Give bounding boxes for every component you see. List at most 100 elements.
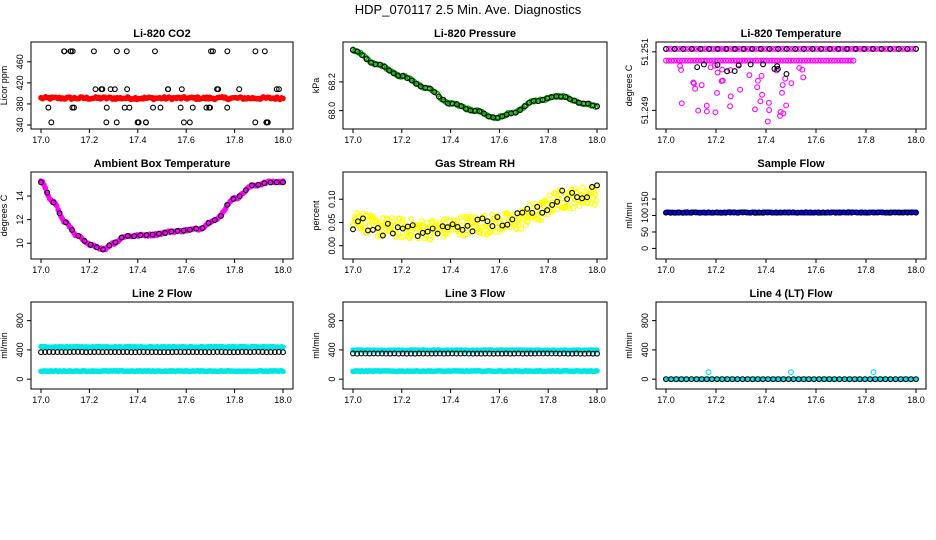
plot-frame — [30, 171, 294, 260]
data-point — [247, 349, 254, 356]
data-point — [896, 209, 903, 216]
x-tick-label: 17.6 — [491, 135, 509, 145]
x-tick-label: 18.0 — [274, 395, 292, 405]
chart-panel: Line 2 Flow ml/min 17.0 17.2 17.4 17.6 17.8 18.… — [0, 288, 294, 405]
data-point — [678, 100, 685, 107]
data-point — [803, 45, 810, 52]
y-tick-label: 50 — [640, 227, 650, 237]
x-tick-label: 17.6 — [807, 265, 825, 275]
data-point — [558, 195, 565, 202]
data-point — [209, 48, 216, 55]
data-point — [264, 119, 271, 126]
x-tick-label: 17.8 — [857, 395, 875, 405]
data-point — [709, 57, 716, 64]
data-point — [752, 209, 758, 216]
data-point — [415, 235, 421, 242]
data-point — [746, 72, 753, 79]
data-point — [149, 231, 156, 238]
data-point — [720, 57, 727, 64]
data-point — [374, 350, 381, 357]
data-point — [828, 209, 835, 216]
data-point — [399, 225, 406, 232]
data-point — [424, 228, 431, 235]
y-tick-label: 68.2 — [327, 73, 337, 91]
data-point — [781, 45, 787, 52]
data-point — [910, 45, 917, 52]
data-point — [857, 209, 864, 216]
data-point — [692, 85, 699, 92]
data-point — [198, 349, 204, 356]
data-point — [128, 349, 135, 356]
x-tick-label: 17.6 — [491, 265, 509, 275]
data-point — [90, 48, 97, 55]
data-point — [687, 57, 694, 64]
data-point — [836, 57, 843, 64]
y-tick-label: 420 — [15, 75, 25, 90]
data-point — [418, 217, 425, 224]
data-point — [408, 77, 415, 84]
data-point — [113, 119, 120, 126]
data-point — [474, 350, 481, 357]
data-point — [783, 45, 790, 52]
data-point — [87, 349, 94, 355]
y-axis-label: ml/min — [0, 332, 9, 359]
data-point — [739, 209, 746, 216]
data-point — [358, 350, 365, 357]
data-point — [263, 349, 270, 356]
data-point — [755, 45, 762, 52]
data-point — [524, 218, 531, 225]
data-point — [230, 349, 237, 356]
data-point — [408, 216, 415, 223]
data-series-black — [38, 179, 286, 253]
data-point — [217, 212, 224, 219]
data-point — [740, 45, 747, 52]
data-point — [48, 119, 55, 126]
data-point — [781, 209, 788, 216]
data-point — [723, 45, 730, 52]
data-point — [79, 349, 85, 355]
data-point — [757, 98, 764, 105]
data-point — [826, 57, 832, 64]
data-series-red — [38, 94, 286, 103]
y-tick-label: 460 — [15, 54, 25, 69]
plot-frame — [30, 301, 294, 390]
x-tick-label: 17.4 — [757, 265, 775, 275]
data-point — [152, 349, 159, 356]
data-point — [771, 57, 778, 64]
data-point — [390, 70, 397, 77]
x-tick-label: 17.4 — [129, 265, 147, 275]
data-point — [61, 48, 68, 55]
chart-title: Li-820 Temperature — [741, 28, 842, 40]
data-point — [365, 218, 372, 225]
data-point — [444, 230, 451, 237]
y-tick-label: 400 — [327, 342, 337, 357]
data-point — [494, 350, 501, 357]
data-point — [594, 350, 600, 357]
y-tick-label: 800 — [327, 313, 337, 328]
data-point — [202, 349, 209, 356]
data-point — [189, 349, 196, 355]
data-point — [369, 226, 376, 233]
chart-title: Gas Stream RH — [435, 158, 515, 170]
data-point — [512, 109, 519, 116]
data-point — [725, 57, 732, 64]
x-tick-label: 17.2 — [393, 395, 411, 405]
data-point — [465, 350, 472, 357]
data-point — [124, 86, 131, 93]
x-tick-label: 17.0 — [657, 395, 675, 405]
data-point — [143, 232, 150, 239]
x-tick-label: 18.0 — [907, 395, 925, 405]
data-point — [457, 214, 464, 221]
data-point — [555, 196, 561, 203]
y-tick-label: 340 — [15, 117, 25, 132]
data-point — [103, 104, 110, 111]
data-point — [560, 350, 567, 357]
data-point — [691, 45, 698, 52]
data-point — [532, 350, 538, 357]
data-point — [783, 102, 790, 109]
data-point — [554, 206, 561, 213]
chart-panel: Ambient Box Temperature degrees C 17.0 17.2… — [0, 158, 294, 275]
data-point — [482, 350, 489, 357]
data-point — [137, 232, 144, 239]
data-point — [362, 350, 369, 357]
